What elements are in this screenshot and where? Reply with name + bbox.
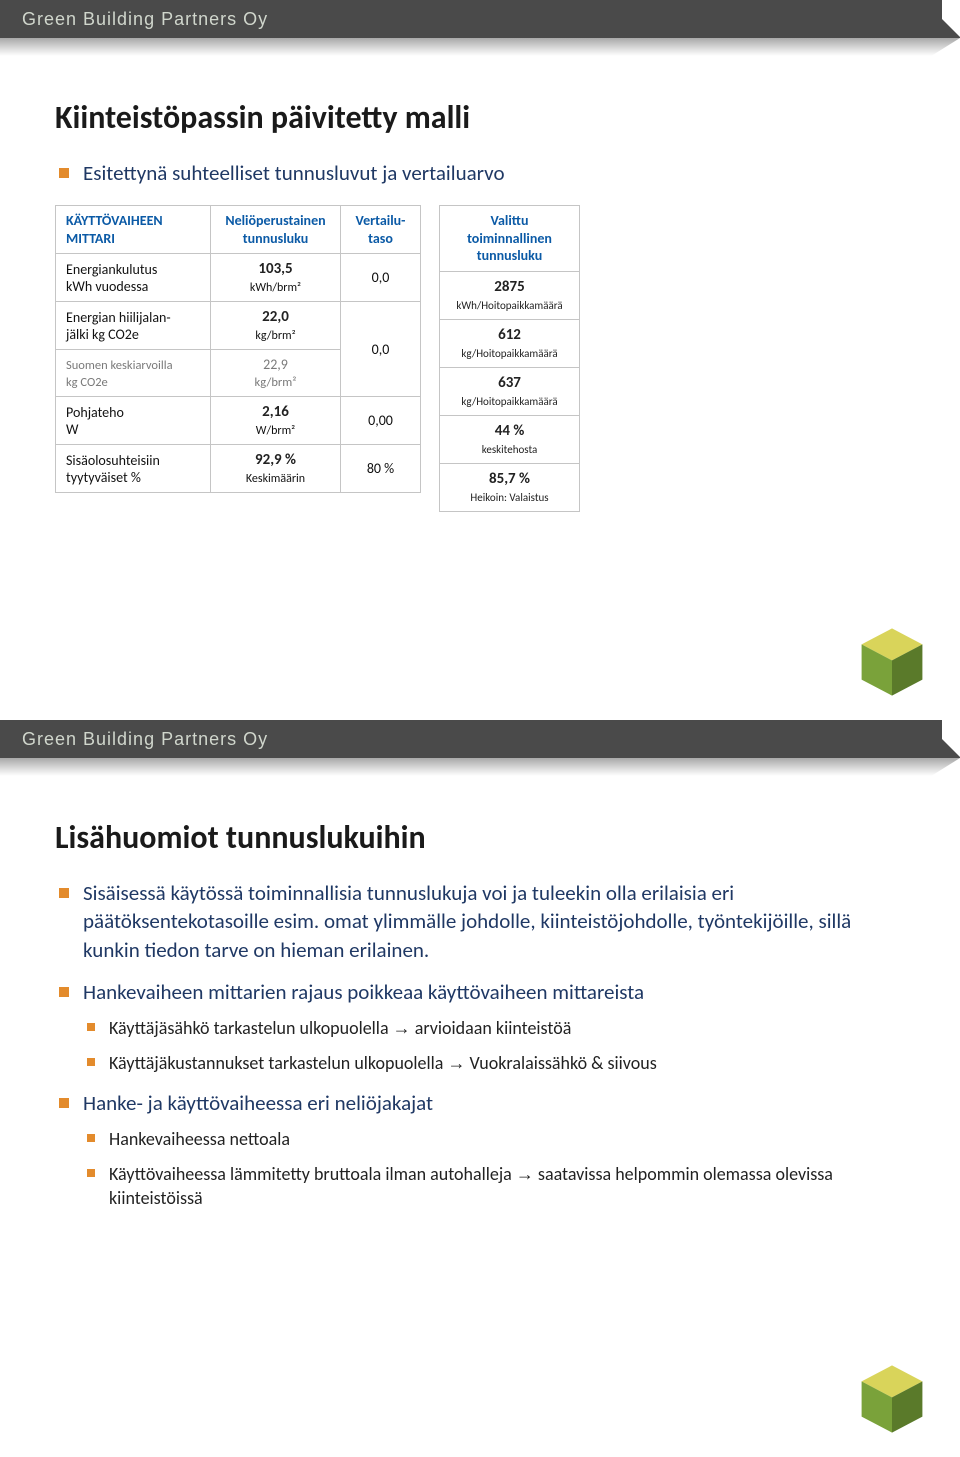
slide-header: Green Building Partners Oy <box>0 0 960 60</box>
cell-label: Sisäolosuhteisiin tyytyväiset % <box>56 445 211 493</box>
cell-value: 2875 kWh/Hoitopaikkamäärä <box>440 271 580 319</box>
cell-label: Suomen keskiarvoilla kg CO2e <box>56 350 211 397</box>
hdr-mittari: KÄYTTÖVAIHEEN MITTARI <box>56 206 211 254</box>
cell-label: Pohjateho W <box>56 397 211 445</box>
table-left: KÄYTTÖVAIHEEN MITTARI Neliöperustainen t… <box>55 205 421 493</box>
table-row: 85,7 % Heikoin: Valaistus <box>440 463 580 511</box>
slide-1: Green Building Partners Oy Kiinteistöpas… <box>0 0 960 720</box>
hdr-vertailu: Vertailu-taso <box>341 206 421 254</box>
slide2-title: Lisähuomiot tunnuslukuihin <box>55 818 960 857</box>
arrow-icon: → <box>447 1053 465 1073</box>
table-right-header-row: Valittu toiminnallinen tunnusluku <box>440 206 580 272</box>
cell-value: 85,7 % Heikoin: Valaistus <box>440 463 580 511</box>
company-name: Green Building Partners Oy <box>22 729 268 750</box>
cell-value: 103,5 kWh/brm² <box>211 254 341 302</box>
cube-logo-icon <box>852 1359 932 1439</box>
cell-cmp: 0,0 <box>341 254 421 302</box>
slide2-bullet-3: Hanke- ja käyttövaiheessa eri neliöjakaj… <box>55 1089 905 1210</box>
table-row: 637 kg/Hoitopaikkamäärä <box>440 367 580 415</box>
company-name: Green Building Partners Oy <box>22 9 268 30</box>
header-dark-band: Green Building Partners Oy <box>0 0 960 38</box>
slide1-bullet-1: Esitettynä suhteelliset tunnusluvut ja v… <box>55 159 905 187</box>
hdr-valittu: Valittu toiminnallinen tunnusluku <box>440 206 580 272</box>
slide1-title: Kiinteistöpassin päivitetty malli <box>55 98 960 137</box>
hdr-nelio: Neliöperustainen tunnusluku <box>211 206 341 254</box>
table-row: Sisäolosuhteisiin tyytyväiset % 92,9 % K… <box>56 445 421 493</box>
table-row: Pohjateho W 2,16 W/brm² 0,00 <box>56 397 421 445</box>
cell-value: 44 % keskitehosta <box>440 415 580 463</box>
arrow-icon: → <box>393 1018 411 1038</box>
arrow-icon: → <box>516 1164 534 1184</box>
slide2-sublist-1: Käyttäjäsähkö tarkastelun ulkopuolella →… <box>83 1016 905 1075</box>
slide2-sub-2: Käyttäjäkustannukset tarkastelun ulkopuo… <box>83 1051 905 1075</box>
slide2-sub-4: Käyttövaiheessa lämmitetty bruttoala ilm… <box>83 1162 905 1211</box>
cell-cmp: 80 % <box>341 445 421 493</box>
cell-value: 612 kg/Hoitopaikkamäärä <box>440 319 580 367</box>
table-row: 44 % keskitehosta <box>440 415 580 463</box>
cell-label: Energiankulutus kWh vuodessa <box>56 254 211 302</box>
cell-cmp: 0,00 <box>341 397 421 445</box>
slide2-bullet-2: Hankevaiheen mittarien rajaus poikkeaa k… <box>55 978 905 1075</box>
table-row: Energian hiilijalan- jälki kg CO2e 22,0 … <box>56 302 421 350</box>
header-dark-band: Green Building Partners Oy <box>0 720 960 758</box>
table-row: Energiankulutus kWh vuodessa 103,5 kWh/b… <box>56 254 421 302</box>
cube-logo-icon <box>852 622 932 702</box>
cell-value: 22,0 kg/brm² <box>211 302 341 350</box>
header-grey-band <box>0 38 960 56</box>
slide-header: Green Building Partners Oy <box>0 720 960 780</box>
cell-value: 2,16 W/brm² <box>211 397 341 445</box>
slide2-sub-3: Hankevaiheessa nettoala <box>83 1127 905 1151</box>
cell-cmp: 0,0 <box>341 302 421 397</box>
slide2-sub-1: Käyttäjäsähkö tarkastelun ulkopuolella →… <box>83 1016 905 1040</box>
table-wrap: KÄYTTÖVAIHEEN MITTARI Neliöperustainen t… <box>55 205 960 512</box>
cell-label: Energian hiilijalan- jälki kg CO2e <box>56 302 211 350</box>
header-grey-band <box>0 758 960 776</box>
cell-value: 92,9 % Keskimäärin <box>211 445 341 493</box>
slide1-bullets: Esitettynä suhteelliset tunnusluvut ja v… <box>55 159 905 187</box>
table-left-header-row: KÄYTTÖVAIHEEN MITTARI Neliöperustainen t… <box>56 206 421 254</box>
table-row: 612 kg/Hoitopaikkamäärä <box>440 319 580 367</box>
slide2-sublist-2: Hankevaiheessa nettoala Käyttövaiheessa … <box>83 1127 905 1210</box>
cell-value: 22,9 kg/brm² <box>211 350 341 397</box>
slide2-bullets: Sisäisessä käytössä toiminnallisia tunnu… <box>55 879 905 1210</box>
table-row: 2875 kWh/Hoitopaikkamäärä <box>440 271 580 319</box>
cell-value: 637 kg/Hoitopaikkamäärä <box>440 367 580 415</box>
slide-2: Green Building Partners Oy Lisähuomiot t… <box>0 720 960 1457</box>
slide2-bullet-1: Sisäisessä käytössä toiminnallisia tunnu… <box>55 879 905 964</box>
table-right: Valittu toiminnallinen tunnusluku 2875 k… <box>439 205 580 512</box>
